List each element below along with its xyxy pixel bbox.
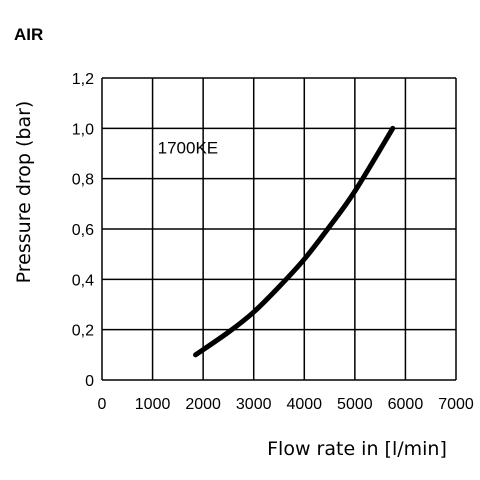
y-axis-label: Pressure drop (bar) <box>13 101 35 284</box>
x-tick-label: 1000 <box>135 396 171 413</box>
x-tick-label: 4000 <box>286 396 322 413</box>
x-tick-label: 3000 <box>236 396 272 413</box>
y-tick-label: 0 <box>85 373 94 390</box>
x-tick-label: 0 <box>98 396 107 413</box>
x-tick-label: 2000 <box>185 396 221 413</box>
series-layer: 1700KE <box>158 125 396 358</box>
y-tick-label: 0,4 <box>72 272 94 289</box>
y-tick-label: 0,2 <box>72 323 94 340</box>
x-tick-label: 5000 <box>337 396 373 413</box>
series-line-0 <box>193 125 396 358</box>
grid <box>101 77 457 381</box>
x-axis-label: Flow rate in [l/min] <box>267 438 447 460</box>
series-label: 1700KE <box>158 139 219 158</box>
y-tick-label: 1,0 <box>72 121 94 138</box>
x-tick-label: 7000 <box>438 396 474 413</box>
y-tick-label: 1,2 <box>72 71 94 88</box>
x-tick-label: 6000 <box>388 396 424 413</box>
y-tick-label: 0,6 <box>72 222 94 239</box>
chart-title: AIR <box>14 25 43 44</box>
y-tick-labels: 0 0,2 0,4 0,6 0,8 1,0 1,2 <box>72 71 94 390</box>
x-tick-labels: 0 1000 2000 3000 4000 5000 6000 7000 <box>98 396 474 413</box>
y-tick-label: 0,8 <box>72 172 94 189</box>
